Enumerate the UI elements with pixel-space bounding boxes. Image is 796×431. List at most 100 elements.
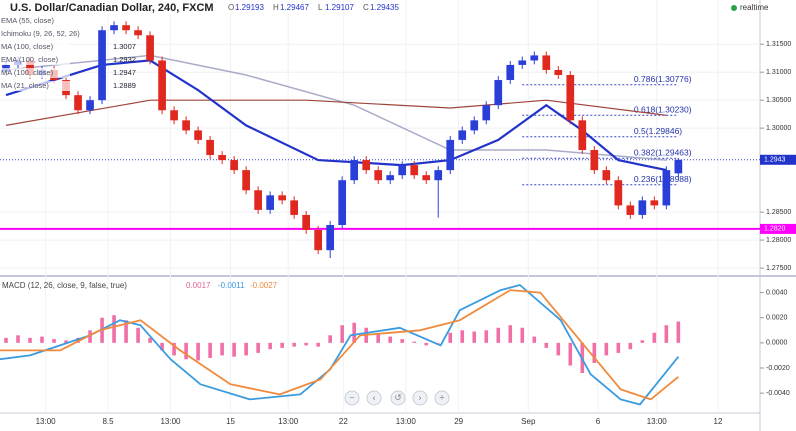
indicator-value: 1.2947 (113, 68, 136, 77)
candle-body (170, 110, 178, 121)
x-tick-label: Sep (521, 417, 536, 426)
histogram-bar (184, 342, 188, 360)
support-label: 1.2820 (764, 226, 786, 233)
candle-body (254, 190, 262, 210)
icon: ‹ (373, 392, 376, 402)
histogram-bar (616, 342, 621, 353)
candle-body (518, 60, 527, 65)
histogram-bar (220, 342, 224, 356)
candle-body (326, 224, 335, 251)
candle-body (122, 25, 130, 31)
candle-body (134, 30, 142, 36)
candle-body (74, 95, 82, 111)
indicator-bg (0, 68, 70, 78)
histogram-bar (376, 332, 380, 343)
histogram-bar (28, 337, 32, 343)
histogram-bar (496, 327, 501, 343)
moving-average (5, 99, 667, 126)
fib-label: 0.382(1.29463) (634, 147, 692, 157)
y-tick-label: 1.31500 (766, 41, 791, 48)
histogram-bar (460, 330, 465, 343)
indicator-bg (0, 81, 70, 91)
candle-body (86, 100, 94, 111)
histogram-bar (400, 339, 405, 343)
histogram-bar (208, 342, 212, 358)
candle-body (26, 60, 34, 75)
ohlc-key: L (318, 3, 323, 12)
histogram-bar (544, 342, 549, 348)
macd-readout: 0.0017 (186, 281, 211, 290)
y-tick-label: 1.31000 (766, 69, 791, 76)
macd-line (0, 289, 679, 401)
x-tick-label: 13:00 (160, 417, 181, 426)
histogram-bar (64, 340, 68, 343)
candle-body (650, 200, 659, 206)
histogram-bar (304, 342, 308, 346)
icon: − (349, 392, 354, 402)
histogram-bar (340, 325, 344, 343)
candle-body (494, 80, 503, 106)
zoom-out-button[interactable] (344, 390, 360, 406)
histogram-bar (592, 342, 597, 363)
indicator-label: EMA (55, close) (1, 16, 54, 25)
last-price-badge (760, 154, 796, 165)
candle-body (614, 180, 623, 206)
ohlc-key: C (363, 3, 369, 12)
histogram-bar (508, 325, 513, 343)
reset-button[interactable] (390, 390, 406, 406)
x-tick-label: 22 (339, 417, 348, 426)
icon: + (439, 392, 444, 402)
candle-body (182, 120, 190, 131)
candle-body (566, 74, 575, 121)
fib-label: 0.618(1.30230) (634, 105, 692, 115)
indicator-value: 1.3007 (113, 42, 136, 51)
indicator-value: 1.2889 (113, 81, 136, 90)
histogram-bar (484, 330, 489, 343)
ohlc-value: 1.29193 (235, 3, 264, 12)
indicator-value: 1.2932 (113, 55, 136, 64)
histogram-bar (16, 335, 20, 343)
indicator-bg (0, 55, 70, 65)
x-tick-label: 13:00 (647, 417, 668, 426)
x-tick-label: 8.5 (102, 417, 114, 426)
scroll-right-button[interactable] (412, 390, 428, 406)
y-tick-label: -0.0040 (766, 390, 790, 397)
histogram-bar (556, 342, 561, 356)
scroll-left-button[interactable] (366, 390, 382, 406)
candle-body (302, 214, 311, 231)
candle-body (638, 200, 647, 215)
histogram-bar (640, 340, 645, 343)
candle-body (554, 69, 563, 75)
histogram-bar (652, 332, 657, 343)
candle-body (146, 35, 154, 61)
candle-body (98, 30, 106, 101)
candle-body (230, 160, 238, 171)
candle-body (374, 170, 383, 181)
candle-body (434, 170, 443, 181)
candle-body (314, 230, 323, 251)
ohlc-value: 1.29107 (325, 3, 354, 12)
indicator-label: MA (21, close) (1, 81, 49, 90)
histogram-bar (448, 332, 453, 343)
last-price-label: 1.2943 (764, 157, 786, 164)
indicator-label: MA (100, close) (1, 68, 54, 77)
x-tick-label: 13:00 (36, 417, 57, 426)
zoom-in-button[interactable] (434, 390, 450, 406)
macd-title: MACD (12, 26, close, 9, false, true) (2, 281, 127, 290)
histogram-bar (112, 315, 116, 343)
candle-body (218, 155, 226, 161)
histogram-bar (568, 342, 573, 366)
x-tick-label: 15 (226, 417, 235, 426)
candle-body (410, 165, 419, 176)
candle-body (194, 130, 202, 140)
candle-body (530, 55, 539, 61)
candle-body (386, 175, 395, 181)
histogram-bar (52, 339, 56, 343)
histogram-bar (424, 342, 429, 346)
candle-body (362, 160, 371, 171)
candle-body (578, 120, 587, 150)
histogram-bar (436, 342, 441, 344)
indicator-bg (0, 16, 70, 26)
histogram-bar (520, 327, 525, 343)
